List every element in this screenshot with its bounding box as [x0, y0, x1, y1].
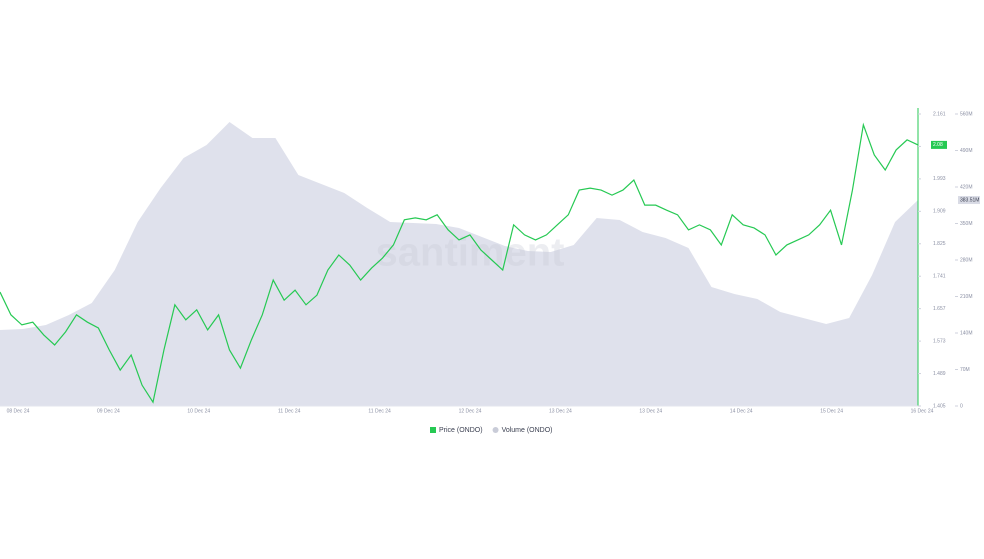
- y-tick-label: 1.657: [933, 306, 946, 312]
- y-tick-label: 1.825: [933, 241, 946, 247]
- current-value-label: 2.08: [933, 142, 943, 148]
- y-tick-label: 1.993: [933, 176, 946, 182]
- y2-tick-label: 0: [960, 403, 963, 409]
- y2-tick-label: 210M: [960, 294, 973, 300]
- x-tick-label: 13 Dec 24: [639, 408, 662, 414]
- x-tick-label: 11 Dec 24: [368, 408, 391, 414]
- legend-swatch: [430, 427, 436, 433]
- current-value-badge: [931, 140, 947, 149]
- y-tick-label: 1.741: [933, 274, 946, 280]
- x-tick-label: 14 Dec 24: [730, 408, 753, 414]
- y2-tick-label: 350M: [960, 221, 973, 227]
- x-tick-label: 10 Dec 24: [187, 408, 210, 414]
- y2-tick-label: 560M: [960, 111, 973, 117]
- x-tick-label: 16 Dec 24: [911, 408, 934, 414]
- x-tick-label: 15 Dec 24: [820, 408, 843, 414]
- y2-tick-label: 490M: [960, 148, 973, 154]
- x-tick-label: 08 Dec 24: [7, 408, 30, 414]
- volume-area: [0, 122, 918, 406]
- y2-tick-label: 280M: [960, 257, 973, 263]
- x-tick-label: 13 Dec 24: [549, 408, 572, 414]
- legend-label: Price (ONDO): [439, 427, 483, 434]
- y-tick-label: 2.161: [933, 111, 946, 117]
- x-tick-label: 09 Dec 24: [97, 408, 120, 414]
- current-value-badge: [958, 196, 980, 205]
- y2-tick-label: 140M: [960, 330, 973, 336]
- current-value-label: 383.51M: [960, 197, 979, 203]
- legend-swatch: [492, 427, 499, 433]
- x-tick-label: 12 Dec 24: [459, 408, 482, 414]
- y-tick-label: 1.489: [933, 371, 946, 377]
- x-tick-label: 11 Dec 24: [278, 408, 301, 414]
- y-tick-label: 1.573: [933, 338, 946, 344]
- y-tick-label: 1.909: [933, 209, 946, 215]
- y2-tick-label: 70M: [960, 367, 970, 373]
- y-tick-label: 1.405: [933, 403, 946, 409]
- price-line: [0, 122, 919, 404]
- legend-label: Volume (ONDO): [502, 427, 553, 434]
- y2-tick-label: 420M: [960, 184, 973, 190]
- watermark: santiment: [376, 231, 565, 275]
